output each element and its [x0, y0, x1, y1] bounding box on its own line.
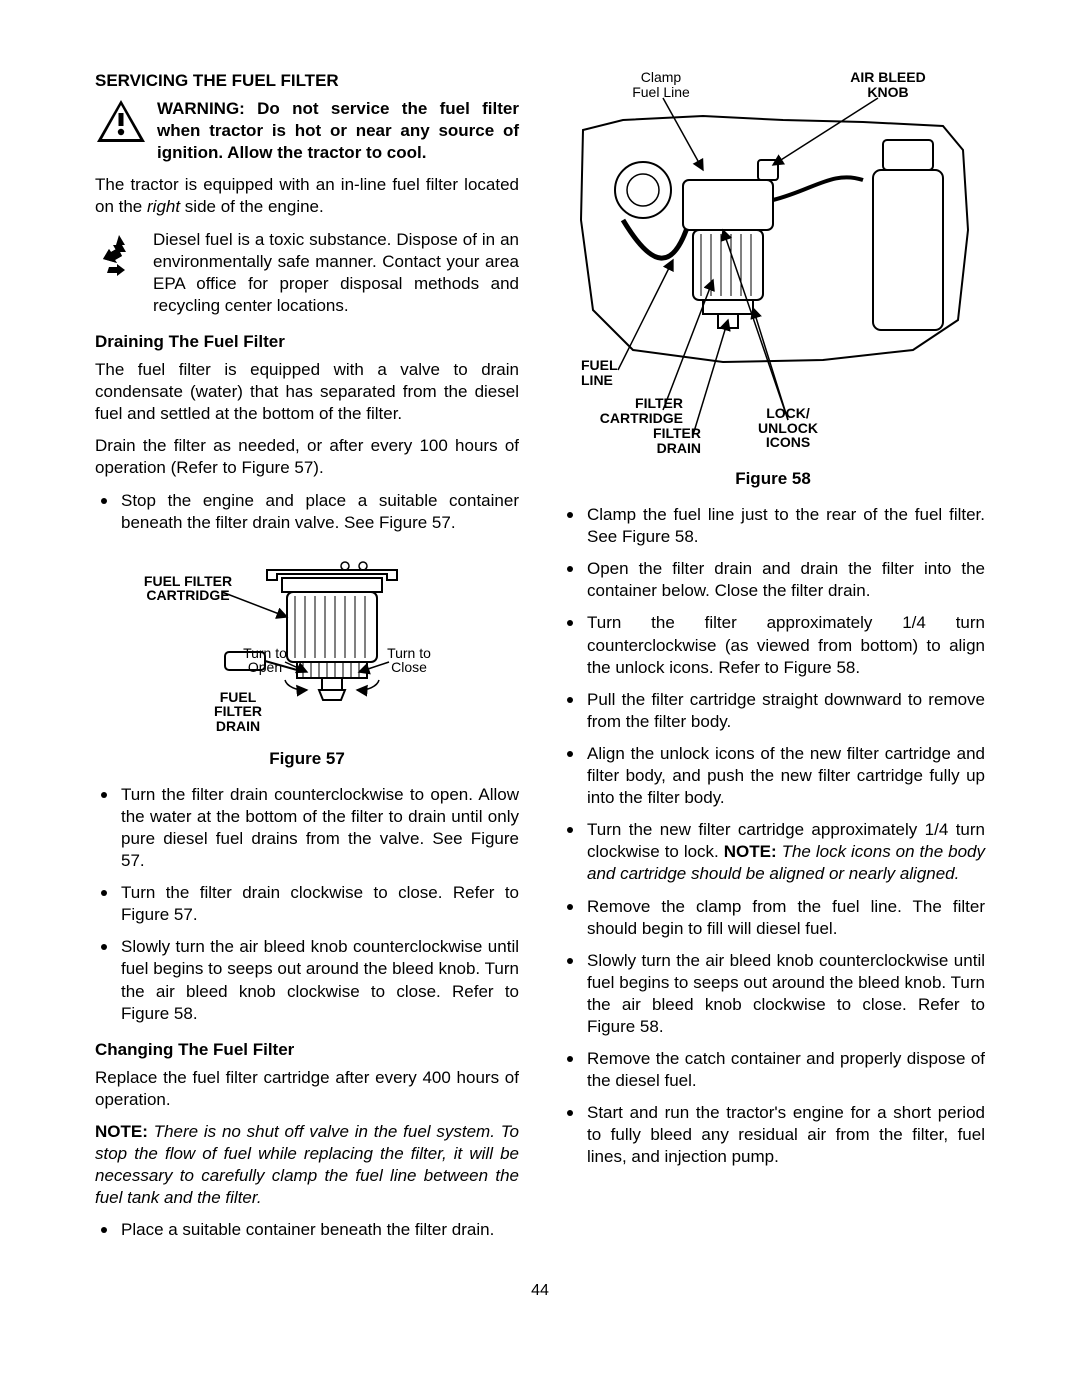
bullet-dot-icon [567, 904, 573, 910]
bullet-dot-icon [567, 1110, 573, 1116]
fig57-label-cartridge: FUEL FILTERCARTRIDGE [133, 574, 243, 603]
list-item: Open the filter drain and drain the filt… [561, 558, 985, 602]
bullet-text: Place a suitable container beneath the f… [121, 1219, 519, 1241]
bullet-dot-icon [567, 512, 573, 518]
drain-heading: Draining The Fuel Filter [95, 331, 519, 353]
bullet-text: Start and run the tractor's engine for a… [587, 1102, 985, 1168]
list-item: Remove the catch container and properly … [561, 1048, 985, 1092]
bullet-note-bold: NOTE: [724, 842, 777, 861]
bullet-dot-icon [101, 792, 107, 798]
page-number: 44 [95, 1281, 985, 1302]
right-bullet-list: Clamp the fuel line just to the rear of … [561, 504, 985, 1168]
recycle-block: Diesel fuel is a toxic substance. Dispos… [95, 229, 519, 317]
bullet-text: Remove the catch container and properly … [587, 1048, 985, 1092]
warning-block: WARNING: Do not service the fuel filter … [95, 98, 519, 164]
figure-57: FUEL FILTERCARTRIDGE Turn toOpen Turn to… [95, 552, 519, 770]
figure-57-caption: Figure 57 [95, 748, 519, 770]
list-item: Remove the clamp from the fuel line. The… [561, 896, 985, 940]
bullet-list-2: Turn the filter drain counterclockwise t… [95, 784, 519, 1025]
bullet-dot-icon [567, 1056, 573, 1062]
bullet-dot-icon [567, 566, 573, 572]
fig58-label-airbleed: AIR BLEEDKNOB [833, 70, 943, 99]
fig58-label-icons: LOCK/UNLOCKICONS [743, 406, 833, 450]
list-item: Slowly turn the air bleed knob countercl… [95, 936, 519, 1024]
bullet-dot-icon [567, 697, 573, 703]
bullet-text: Turn the filter drain counterclockwise t… [121, 784, 519, 872]
list-item: Pull the filter cartridge straight downw… [561, 689, 985, 733]
list-item: Stop the engine and place a suitable con… [95, 490, 519, 534]
intro-b: side of the engine. [180, 197, 324, 216]
warning-triangle-icon [95, 98, 147, 144]
bullet-dot-icon [567, 958, 573, 964]
fig58-label-clamp: ClampFuel Line [611, 70, 711, 99]
bullet-text: Slowly turn the air bleed knob countercl… [121, 936, 519, 1024]
recycle-text: Diesel fuel is a toxic substance. Dispos… [153, 229, 519, 317]
bullet-dot-icon [101, 1227, 107, 1233]
bullet-list-3: Place a suitable container beneath the f… [95, 1219, 519, 1241]
left-column: SERVICING THE FUEL FILTER WARNING: Do no… [95, 70, 519, 1251]
list-item: Place a suitable container beneath the f… [95, 1219, 519, 1241]
bullet-text: Open the filter drain and drain the filt… [587, 558, 985, 602]
fig58-label-drain: FILTERDRAIN [621, 426, 701, 455]
list-item: Turn the filter drain clockwise to close… [95, 882, 519, 926]
list-item: Turn the filter drain counterclockwise t… [95, 784, 519, 872]
list-item: Start and run the tractor's engine for a… [561, 1102, 985, 1168]
two-column-layout: SERVICING THE FUEL FILTER WARNING: Do no… [95, 70, 985, 1251]
drain-p1: The fuel filter is equipped with a valve… [95, 359, 519, 425]
recycle-icon [95, 231, 143, 279]
list-item: Align the unlock icons of the new filter… [561, 743, 985, 809]
bullet-dot-icon [567, 620, 573, 626]
change-note: NOTE: There is no shut off valve in the … [95, 1121, 519, 1209]
list-item: Slowly turn the air bleed knob countercl… [561, 950, 985, 1038]
figure-58-caption: Figure 58 [561, 468, 985, 490]
list-item: Turn the filter approximately 1/4 turn c… [561, 612, 985, 678]
note-bold: NOTE: [95, 1122, 148, 1141]
right-column: ClampFuel Line AIR BLEEDKNOB FUELLINE FI… [561, 70, 985, 1251]
figure-58: ClampFuel Line AIR BLEEDKNOB FUELLINE FI… [561, 70, 985, 490]
fig57-label-open: Turn toOpen [235, 646, 295, 675]
bullet-text: Clamp the fuel line just to the rear of … [587, 504, 985, 548]
bullet-dot-icon [101, 944, 107, 950]
bullet-text: Turn the new filter cartridge approximat… [587, 819, 985, 885]
warning-text: WARNING: Do not service the fuel filter … [157, 98, 519, 164]
list-item: Turn the new filter cartridge approximat… [561, 819, 985, 885]
figure-58-svg [563, 70, 983, 450]
bullet-text: Stop the engine and place a suitable con… [121, 490, 519, 534]
bullet-dot-icon [567, 827, 573, 833]
bullet-dot-icon [101, 890, 107, 896]
note-italic: There is no shut off valve in the fuel s… [95, 1122, 519, 1207]
bullet-dot-icon [101, 498, 107, 504]
drain-p2: Drain the filter as needed, or after eve… [95, 435, 519, 479]
intro-italic: right [147, 197, 180, 216]
change-heading: Changing The Fuel Filter [95, 1039, 519, 1061]
fig57-label-drain: FUELFILTERDRAIN [203, 690, 273, 734]
bullet-list-1: Stop the engine and place a suitable con… [95, 490, 519, 534]
fig57-label-close: Turn toClose [379, 646, 439, 675]
list-item: Clamp the fuel line just to the rear of … [561, 504, 985, 548]
change-p1: Replace the fuel filter cartridge after … [95, 1067, 519, 1111]
bullet-dot-icon [567, 751, 573, 757]
fig58-label-fuelline: FUELLINE [581, 358, 641, 387]
bullet-text: Pull the filter cartridge straight downw… [587, 689, 985, 733]
fig58-label-cartridge: FILTERCARTRIDGE [573, 396, 683, 425]
bullet-text: Turn the filter approximately 1/4 turn c… [587, 612, 985, 678]
bullet-text: Turn the filter drain clockwise to close… [121, 882, 519, 926]
bullet-text: Slowly turn the air bleed knob countercl… [587, 950, 985, 1038]
intro-paragraph: The tractor is equipped with an in-line … [95, 174, 519, 218]
bullet-text: Align the unlock icons of the new filter… [587, 743, 985, 809]
section-heading: SERVICING THE FUEL FILTER [95, 70, 519, 92]
bullet-text: Remove the clamp from the fuel line. The… [587, 896, 985, 940]
